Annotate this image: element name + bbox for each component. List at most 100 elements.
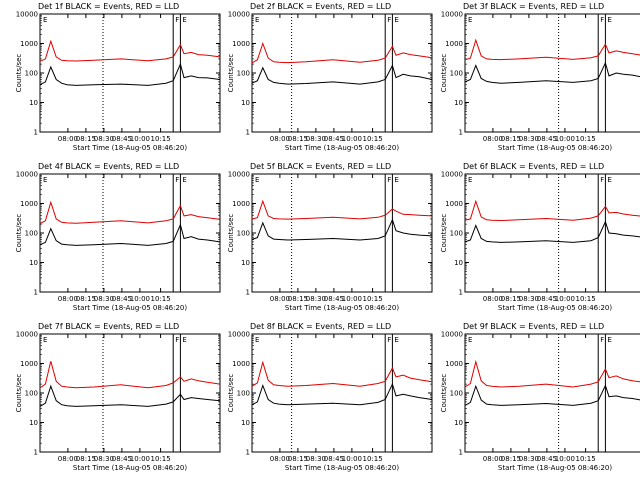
series-line-lld — [251, 199, 433, 220]
x-axis-label: Start Time (18-Aug-05 08:46:20) — [498, 144, 612, 152]
y-axis-label: Counts/sec — [227, 214, 235, 253]
y-tick-label: 100 — [237, 70, 250, 78]
x-tick-label: 08:30 — [306, 455, 326, 463]
y-axis-label: Counts/sec — [440, 374, 448, 413]
interval-letter: F — [175, 176, 179, 184]
x-tick-label: 10:15 — [363, 455, 383, 463]
panel-det-6: Det 6f BLACK = Events, RED = LLD 1 10 100 10… — [440, 162, 640, 312]
x-axis-label: Start Time (18-Aug-05 08:46:20) — [285, 304, 399, 312]
panel-title: Det 2f BLACK = Events, RED = LLD — [250, 2, 391, 11]
x-tick-label: 08:45 — [112, 135, 132, 143]
series-line-lld — [39, 361, 221, 389]
interval-letter: F — [175, 336, 179, 344]
plot-frame — [39, 173, 221, 293]
x-tick-label: 08:15 — [501, 295, 521, 303]
series-line-lld — [39, 200, 221, 224]
interval-letter: E — [43, 336, 47, 344]
x-tick-label: 08:15 — [501, 135, 521, 143]
x-axis-label: Start Time (18-Aug-05 08:46:20) — [73, 464, 187, 472]
interval-letter: F — [387, 336, 391, 344]
y-tick-label: 100 — [25, 230, 38, 238]
interval-letter: F — [600, 176, 604, 184]
series-line-events — [251, 218, 433, 241]
panel-det-2: Det 2f BLACK = Events, RED = LLD 1 10 100 10… — [227, 2, 433, 152]
series-line-lld — [464, 38, 640, 61]
panel-title: Det 1f BLACK = Events, RED = LLD — [38, 2, 179, 11]
y-tick-label: 10 — [454, 259, 463, 267]
interval-letter: E — [394, 176, 398, 184]
interval-letter: E — [607, 176, 611, 184]
y-tick-label: 100 — [450, 390, 463, 398]
panel-det-5: Det 5f BLACK = Events, RED = LLD 1 10 100 10… — [227, 162, 433, 312]
y-tick-label: 1000 — [232, 200, 250, 208]
x-tick-label: 08:00 — [58, 455, 78, 463]
y-tick-label: 10000 — [441, 331, 463, 339]
y-tick-label: 1000 — [20, 40, 38, 48]
y-tick-label: 1000 — [445, 40, 463, 48]
interval-letter: E — [468, 176, 472, 184]
y-tick-label: 1 — [246, 289, 250, 297]
x-tick-label: 08:15 — [288, 295, 308, 303]
y-tick-label: 10 — [241, 259, 250, 267]
x-tick-label: 08:00 — [483, 455, 503, 463]
x-tick-label: 08:45 — [537, 135, 557, 143]
y-tick-label: 100 — [25, 70, 38, 78]
x-tick-label: 10:00 — [130, 455, 150, 463]
series-line-events — [251, 64, 433, 85]
interval-letter: E — [182, 176, 186, 184]
interval-letter: E — [43, 176, 47, 184]
x-tick-label: 08:30 — [519, 295, 539, 303]
y-axis-label: Counts/sec — [227, 54, 235, 93]
y-tick-label: 10 — [29, 99, 38, 107]
x-tick-label: 08:15 — [76, 135, 96, 143]
panel-det-8: Det 8f BLACK = Events, RED = LLD 1 10 100 10… — [227, 322, 433, 472]
x-tick-label: 08:00 — [270, 455, 290, 463]
panel-det-3: Det 3f BLACK = Events, RED = LLD 1 10 100 10… — [440, 2, 640, 152]
series-line-lld — [464, 199, 640, 222]
interval-letter: E — [182, 336, 186, 344]
series-line-events — [251, 382, 433, 406]
x-tick-label: 08:00 — [58, 295, 78, 303]
panel-det-9: Det 9f BLACK = Events, RED = LLD 1 10 100 10… — [440, 322, 640, 472]
interval-letter: E — [394, 16, 398, 24]
x-tick-label: 08:30 — [306, 295, 326, 303]
series-line-lld — [39, 39, 221, 62]
panel-title: Det 6f BLACK = Events, RED = LLD — [463, 162, 604, 171]
y-tick-label: 1000 — [232, 360, 250, 368]
y-tick-label: 100 — [237, 390, 250, 398]
panel-title: Det 9f BLACK = Events, RED = LLD — [463, 322, 604, 331]
y-axis-label: Counts/sec — [440, 214, 448, 253]
y-tick-label: 10 — [454, 419, 463, 427]
panel-det-1: Det 1f BLACK = Events, RED = LLD 1 10 100 10… — [15, 2, 221, 152]
x-axis-label: Start Time (18-Aug-05 08:46:20) — [498, 464, 612, 472]
y-tick-label: 10000 — [441, 171, 463, 179]
y-tick-label: 1 — [459, 289, 463, 297]
x-tick-label: 08:00 — [483, 295, 503, 303]
interval-letter: E — [468, 16, 472, 24]
x-tick-label: 08:15 — [76, 455, 96, 463]
y-tick-label: 1 — [459, 129, 463, 137]
y-tick-label: 10000 — [16, 331, 38, 339]
x-tick-label: 08:00 — [270, 295, 290, 303]
y-tick-label: 10 — [241, 419, 250, 427]
y-tick-label: 1000 — [445, 360, 463, 368]
interval-letter: E — [43, 16, 47, 24]
y-tick-label: 1 — [34, 129, 38, 137]
x-tick-label: 08:45 — [537, 455, 557, 463]
interval-letter: E — [255, 336, 259, 344]
y-tick-label: 1 — [459, 449, 463, 457]
series-line-lld — [464, 359, 640, 388]
x-tick-label: 08:45 — [324, 455, 344, 463]
y-axis-label: Counts/sec — [440, 54, 448, 93]
x-tick-label: 08:00 — [483, 135, 503, 143]
x-tick-label: 08:45 — [112, 455, 132, 463]
x-tick-label: 10:15 — [151, 135, 171, 143]
x-tick-label: 10:15 — [363, 295, 383, 303]
y-tick-label: 100 — [450, 230, 463, 238]
y-tick-label: 1000 — [445, 200, 463, 208]
y-tick-label: 100 — [450, 70, 463, 78]
interval-letter: E — [468, 336, 472, 344]
plot-frame — [39, 333, 221, 453]
x-tick-label: 08:15 — [288, 455, 308, 463]
x-tick-label: 10:00 — [342, 135, 362, 143]
